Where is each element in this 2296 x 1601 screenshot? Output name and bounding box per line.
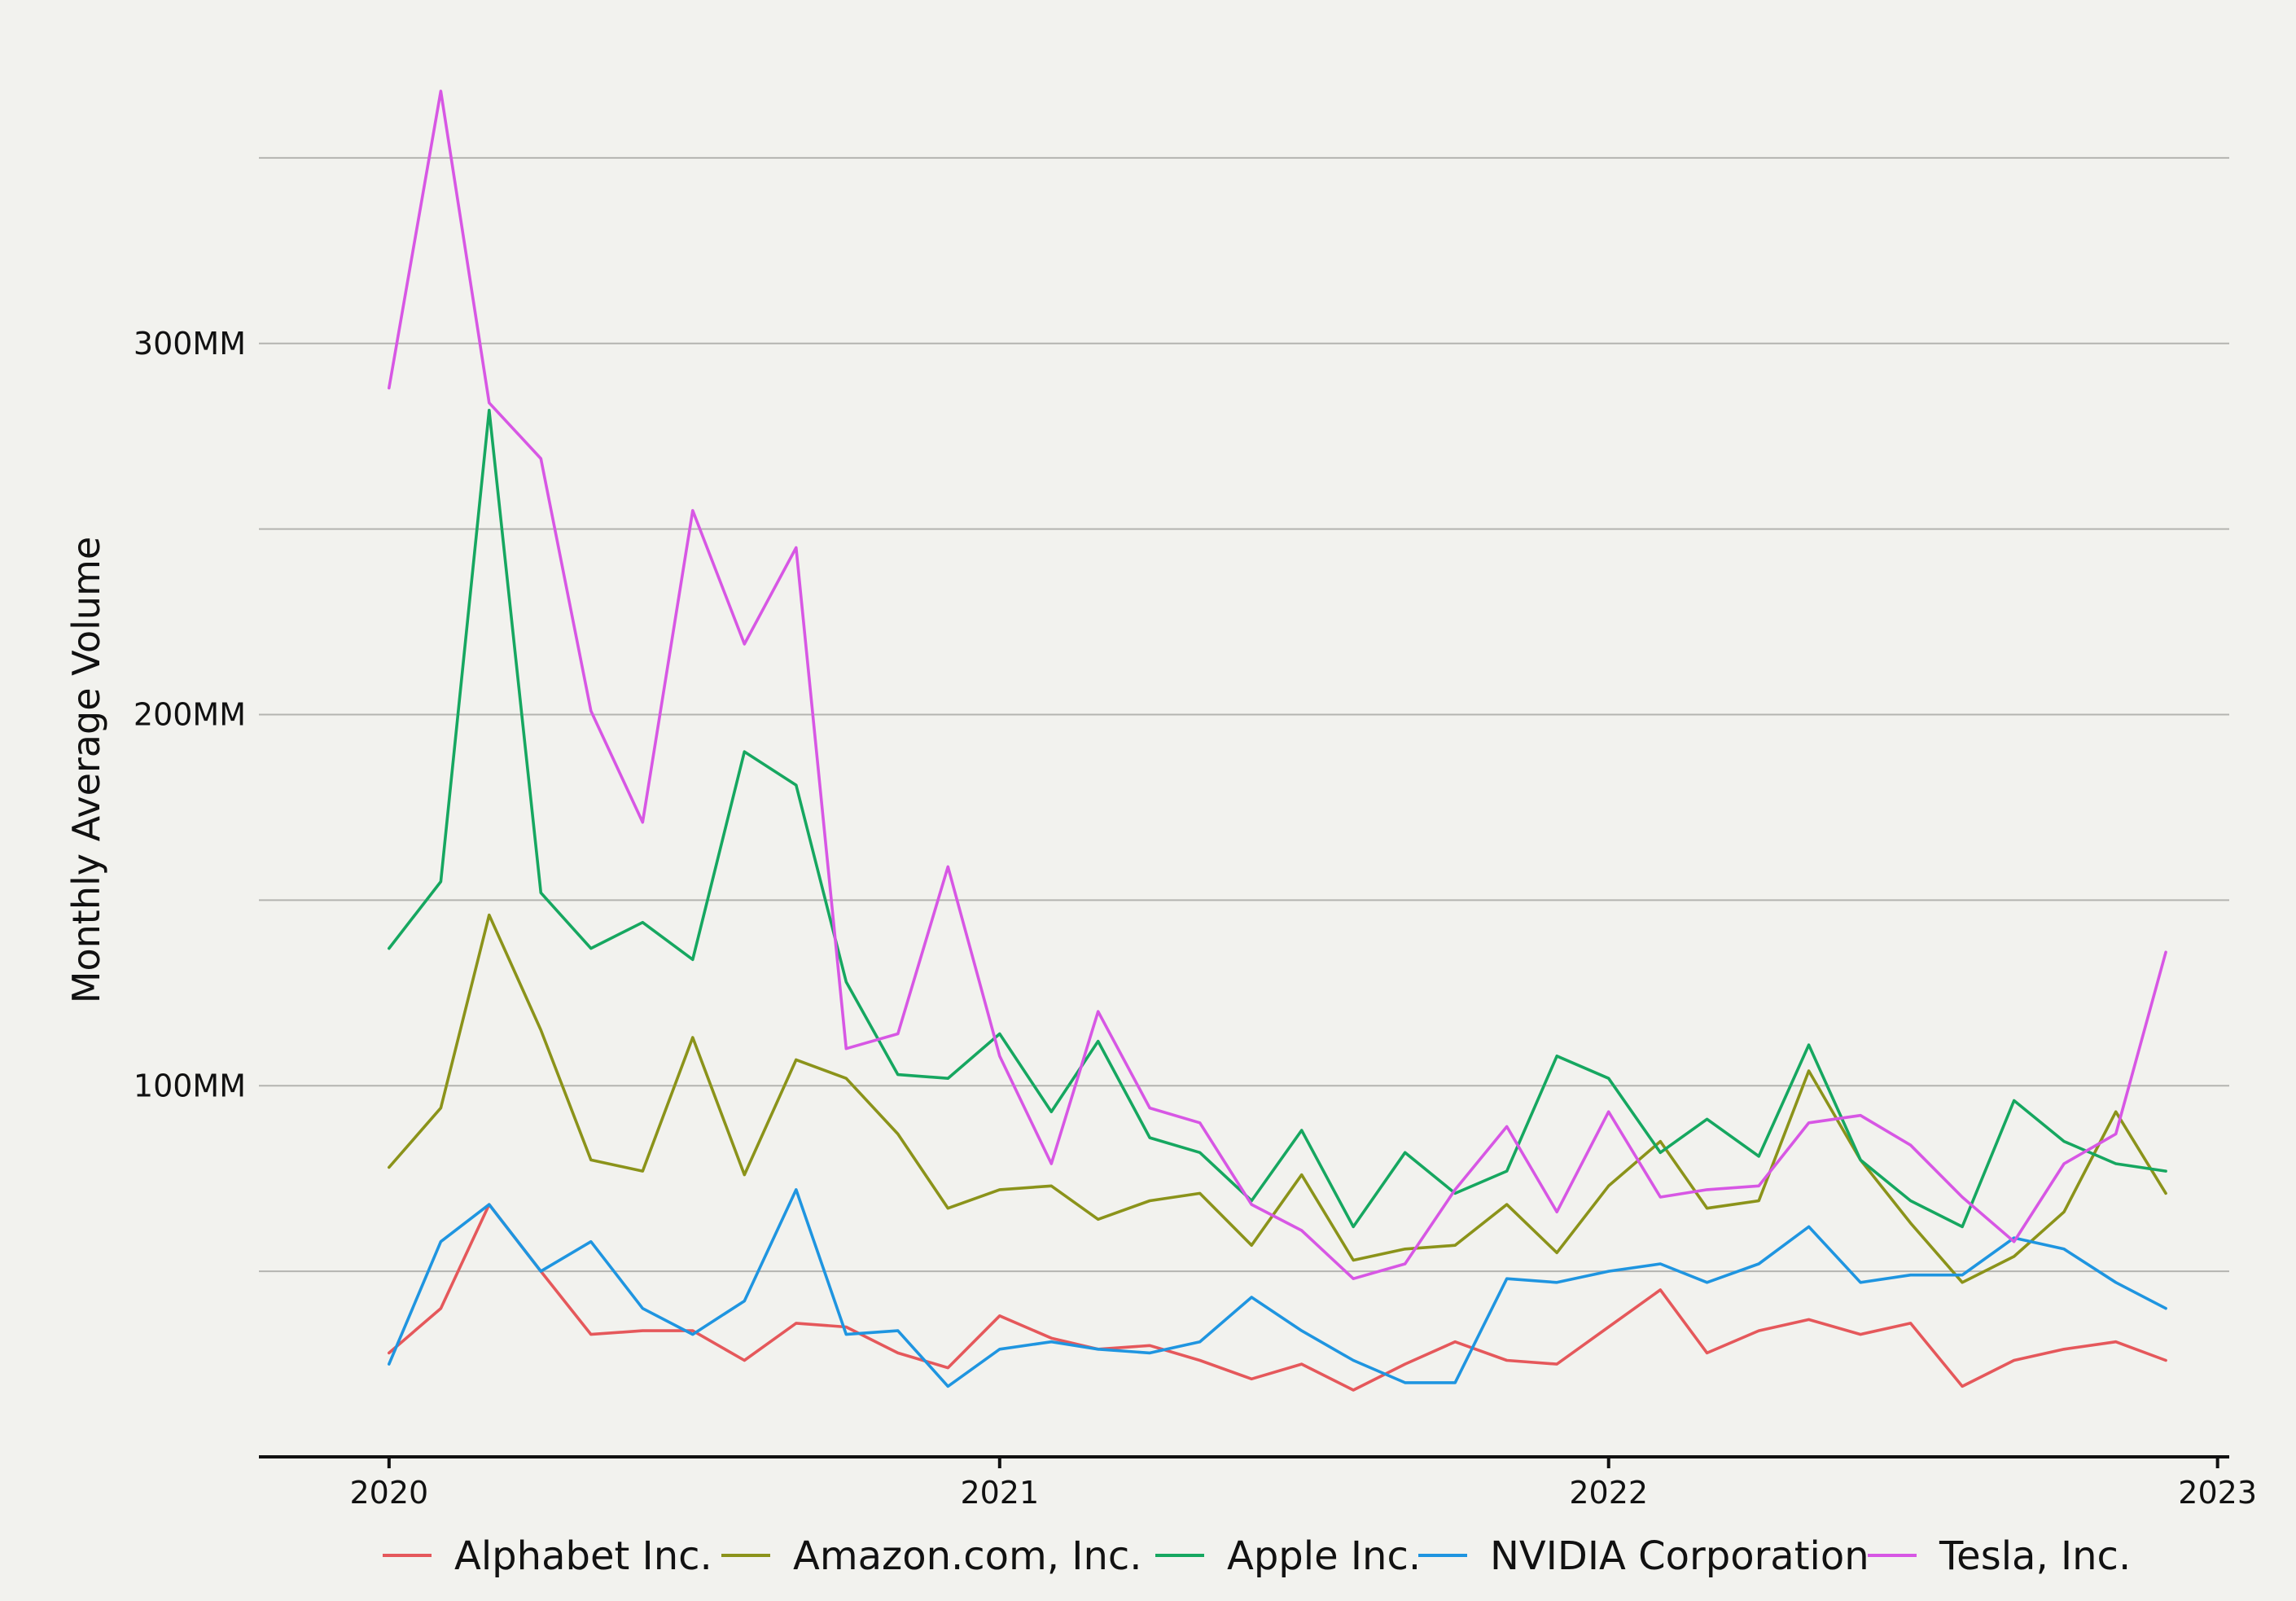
legend-item-tesla-inc: Tesla, Inc.: [1868, 1533, 2131, 1579]
legend-label: Apple Inc.: [1227, 1533, 1421, 1579]
gridlines: [259, 156, 2229, 1273]
y-axis-ticks: 100MM 200MM 300MM: [134, 326, 246, 1103]
x-tick-label: 2022: [1569, 1475, 1648, 1511]
x-tick-label: 2021: [960, 1475, 1039, 1511]
legend-label: NVIDIA Corporation: [1490, 1533, 1869, 1579]
legend-label: Tesla, Inc.: [1939, 1533, 2131, 1579]
x-axis-ticks: 2020 2021 2022 2023: [349, 1457, 2257, 1511]
series-line-apple-inc: [387, 408, 2167, 1229]
legend-label: Amazon.com, Inc.: [793, 1533, 1142, 1579]
legend-item-nvidia-corporation: NVIDIA Corporation: [1418, 1533, 1869, 1579]
y-axis-title: Monthly Average Volume: [64, 537, 108, 1003]
y-tick-label: 200MM: [134, 697, 246, 733]
series-line-alphabet-inc: [387, 1203, 2167, 1392]
x-tick-label: 2023: [2178, 1475, 2257, 1511]
legend-label: Alphabet Inc.: [454, 1533, 712, 1579]
series-line-tesla-inc: [387, 90, 2167, 1280]
series-line-nvidia-corporation: [387, 1188, 2167, 1388]
legend: Alphabet Inc. Amazon.com, Inc. Apple Inc. N…: [383, 1533, 2131, 1579]
legend-item-amazon-com-inc: Amazon.com, Inc.: [721, 1533, 1142, 1579]
legend-item-apple-inc: Apple Inc.: [1155, 1533, 1421, 1579]
series-lines: [387, 90, 2167, 1392]
series-line-amazon-com-inc: [387, 913, 2167, 1284]
y-tick-label: 300MM: [134, 326, 246, 362]
legend-item-alphabet-inc: Alphabet Inc.: [383, 1533, 712, 1579]
y-tick-label: 100MM: [134, 1068, 246, 1103]
x-tick-label: 2020: [349, 1475, 428, 1511]
